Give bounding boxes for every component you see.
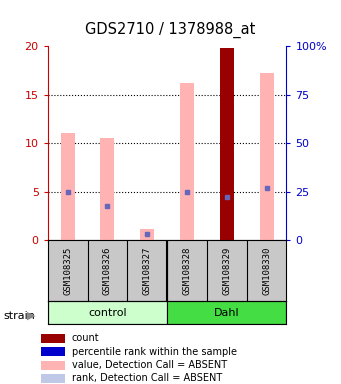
Bar xyxy=(41,334,65,343)
Bar xyxy=(41,374,65,383)
Bar xyxy=(41,361,65,369)
Text: percentile rank within the sample: percentile rank within the sample xyxy=(72,347,237,357)
Text: control: control xyxy=(88,308,127,318)
Text: Dahl: Dahl xyxy=(214,308,240,318)
Text: strain: strain xyxy=(3,311,35,321)
Text: value, Detection Call = ABSENT: value, Detection Call = ABSENT xyxy=(72,360,227,370)
Bar xyxy=(101,138,114,240)
Text: GSM108330: GSM108330 xyxy=(262,247,271,295)
Text: count: count xyxy=(72,333,99,343)
Bar xyxy=(260,73,273,240)
Bar xyxy=(167,301,286,324)
Text: rank, Detection Call = ABSENT: rank, Detection Call = ABSENT xyxy=(72,373,222,384)
Bar xyxy=(41,347,65,356)
Text: GSM108326: GSM108326 xyxy=(103,247,112,295)
Bar xyxy=(140,229,154,240)
Text: GSM108329: GSM108329 xyxy=(222,247,231,295)
Text: ▶: ▶ xyxy=(28,311,36,321)
Text: GSM108327: GSM108327 xyxy=(143,247,152,295)
Bar xyxy=(48,301,167,324)
Text: GSM108328: GSM108328 xyxy=(182,247,192,295)
Text: GDS2710 / 1378988_at: GDS2710 / 1378988_at xyxy=(85,22,256,38)
Bar xyxy=(220,48,234,240)
Bar xyxy=(61,133,75,240)
Text: GSM108325: GSM108325 xyxy=(63,247,72,295)
Bar xyxy=(180,83,194,240)
